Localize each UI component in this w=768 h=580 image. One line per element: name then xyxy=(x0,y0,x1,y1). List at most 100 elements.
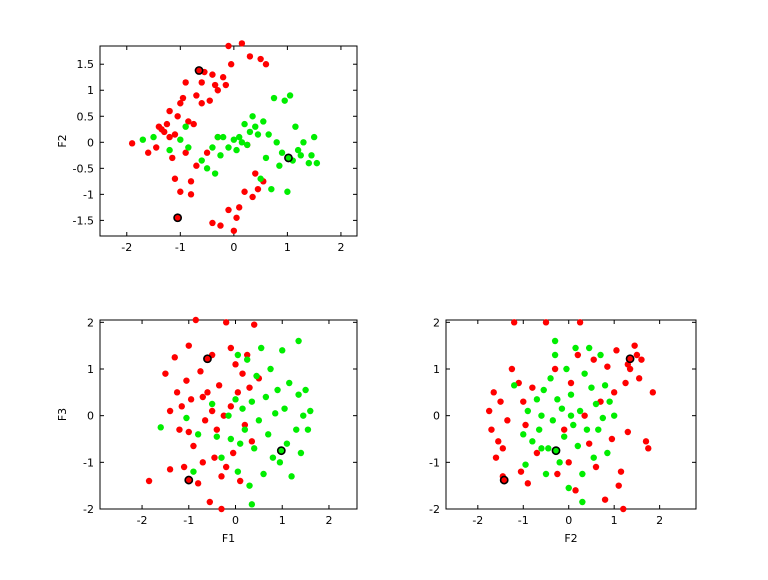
red-data-point xyxy=(185,118,192,125)
y-tick-label: -2 xyxy=(429,503,440,516)
red-data-point xyxy=(153,144,160,151)
red-data-point xyxy=(617,468,625,475)
red-data-point xyxy=(187,396,195,403)
red-data-point xyxy=(251,321,258,328)
x-axis-label: F2 xyxy=(564,532,577,545)
green-data-point xyxy=(302,386,309,394)
green-data-point xyxy=(234,351,242,359)
red-data-point xyxy=(211,454,218,461)
green-data-point xyxy=(563,365,570,373)
green-data-point xyxy=(232,396,239,403)
red-data-point xyxy=(492,454,500,461)
green-data-point xyxy=(190,468,197,475)
red-data-point xyxy=(218,473,225,480)
red-data-point xyxy=(199,459,206,466)
highlighted-data-point xyxy=(194,66,204,75)
green-data-point xyxy=(295,337,302,345)
green-data-point xyxy=(610,412,618,419)
red-data-point xyxy=(185,428,192,436)
green-data-point xyxy=(262,154,270,162)
red-data-point xyxy=(257,55,264,63)
y-tick-label: 1 xyxy=(87,363,94,376)
green-data-point xyxy=(241,426,249,433)
red-data-point xyxy=(197,368,204,375)
green-data-point xyxy=(520,431,527,438)
green-data-point xyxy=(139,136,147,143)
green-data-point xyxy=(599,414,607,422)
green-data-point xyxy=(208,400,216,408)
green-data-point xyxy=(214,133,221,141)
red-data-point xyxy=(624,428,632,436)
green-data-point xyxy=(218,454,225,461)
green-data-point xyxy=(203,165,211,172)
red-data-point xyxy=(604,363,611,370)
green-data-point xyxy=(558,405,566,412)
green-data-point xyxy=(305,159,313,167)
x-tick-label: 2 xyxy=(337,241,344,254)
green-data-point xyxy=(535,426,543,433)
green-data-point xyxy=(213,433,221,440)
red-data-point xyxy=(490,389,497,396)
green-data-point xyxy=(268,185,275,193)
red-data-point xyxy=(178,403,185,410)
red-data-point xyxy=(246,384,253,391)
red-data-point xyxy=(201,417,209,424)
red-data-point xyxy=(608,435,616,443)
x-tick-label: -2 xyxy=(472,514,483,527)
x-tick-label: 2 xyxy=(325,514,332,527)
green-data-point xyxy=(583,426,591,433)
green-data-point xyxy=(225,144,232,151)
y-tick-label: -1 xyxy=(83,188,94,201)
green-data-point xyxy=(233,146,240,154)
red-data-point xyxy=(590,356,597,363)
green-data-point xyxy=(292,123,299,130)
red-data-point xyxy=(495,438,502,445)
red-data-point xyxy=(238,40,246,47)
green-data-point xyxy=(243,356,251,363)
x-tick-label: -2 xyxy=(137,514,148,527)
red-data-point xyxy=(219,74,227,81)
red-data-point xyxy=(592,463,600,471)
green-data-point xyxy=(230,136,238,143)
green-data-point xyxy=(288,473,295,480)
red-data-point xyxy=(572,487,579,494)
red-data-point xyxy=(622,379,629,387)
green-data-point xyxy=(300,139,307,146)
red-data-point xyxy=(166,466,174,473)
green-data-point xyxy=(219,133,227,141)
green-data-point xyxy=(241,120,248,128)
green-data-point xyxy=(267,365,274,373)
green-data-point xyxy=(239,405,246,412)
red-data-point xyxy=(488,426,495,433)
red-data-point xyxy=(510,319,518,326)
red-data-point xyxy=(638,356,645,363)
highlighted-data-point xyxy=(551,446,561,456)
green-data-point xyxy=(249,113,256,120)
y-tick-label: 2 xyxy=(87,316,94,329)
green-data-point xyxy=(304,426,312,433)
highlighted-data-point xyxy=(625,354,635,364)
red-data-point xyxy=(499,445,507,452)
green-data-point xyxy=(590,454,597,461)
red-data-point xyxy=(173,389,181,396)
y-tick-label: -2 xyxy=(83,503,94,516)
green-data-point xyxy=(554,396,561,403)
red-data-point xyxy=(635,375,643,382)
scatter-panel-f1-f2: -2 -1 0 1 2 -1.5 -1 -0.5 0 0.5 1 1.5 F2 xyxy=(56,40,358,254)
red-data-point xyxy=(508,365,516,373)
green-data-point xyxy=(272,410,279,417)
red-data-point xyxy=(631,342,638,349)
red-data-point xyxy=(254,185,262,193)
red-data-point xyxy=(642,438,650,445)
green-data-point xyxy=(293,426,300,433)
red-data-point xyxy=(225,42,232,50)
red-data-point xyxy=(180,463,188,471)
red-data-point xyxy=(241,421,249,429)
green-data-point xyxy=(567,391,575,398)
red-data-point xyxy=(163,120,171,128)
red-data-point xyxy=(225,206,232,214)
y-tick-label: -0.5 xyxy=(73,162,94,175)
green-data-point xyxy=(510,382,518,389)
red-data-point xyxy=(542,319,550,326)
